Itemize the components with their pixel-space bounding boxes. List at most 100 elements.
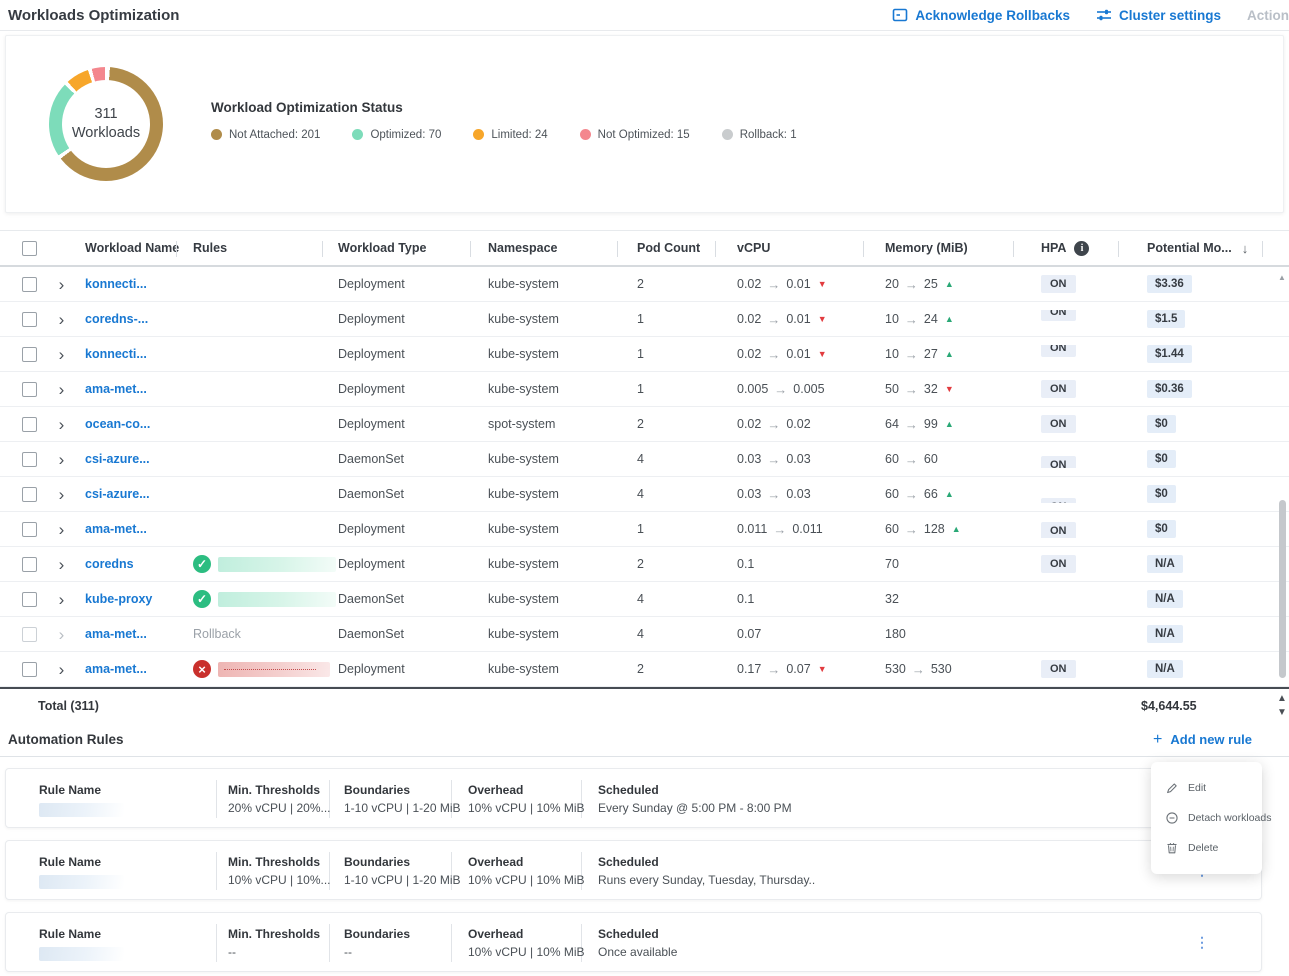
potential-cell: $1.44 <box>1140 345 1289 363</box>
workload-name-link[interactable]: coredns <box>85 557 134 571</box>
workload-name-link[interactable]: konnecti... <box>85 347 147 361</box>
scroll-top-arrow-icon[interactable]: ▲ <box>1278 273 1286 282</box>
col-memory[interactable]: Memory (MiB) <box>885 241 968 255</box>
rule-scheduled-block: Scheduled Every Sunday @ 5:00 PM - 8:00 P… <box>598 781 792 817</box>
row-checkbox[interactable] <box>22 311 37 327</box>
table-scrollbar[interactable]: ▲ ▲ ▼ <box>1277 271 1288 723</box>
hpa-info-icon[interactable]: i <box>1074 240 1090 256</box>
column-divider <box>1118 241 1119 257</box>
expand-chevron-icon[interactable]: › <box>58 345 65 363</box>
expand-chevron-icon[interactable]: › <box>58 380 65 398</box>
row-checkbox[interactable] <box>22 381 37 397</box>
workload-name-link[interactable]: ama-met... <box>85 627 147 641</box>
row-checkbox[interactable] <box>22 276 37 292</box>
potential-cell: $0 <box>1140 520 1289 538</box>
row-checkbox[interactable] <box>22 626 37 642</box>
menu-item-delete[interactable]: Delete <box>1151 833 1262 863</box>
potential-cell: N/A <box>1140 625 1289 643</box>
pod-count-cell: 2 <box>637 557 644 571</box>
add-new-rule-button[interactable]: + Add new rule <box>1153 731 1252 749</box>
scroll-up-button-icon[interactable]: ▲ <box>1277 693 1287 704</box>
rule-context-menu: Edit Detach workloads Delete <box>1151 762 1271 874</box>
row-checkbox[interactable] <box>22 521 37 537</box>
workload-name-link[interactable]: kube-proxy <box>85 592 153 606</box>
col-namespace[interactable]: Namespace <box>488 241 558 255</box>
workload-name-link[interactable]: ama-met... <box>85 662 147 676</box>
col-vcpu[interactable]: vCPU <box>737 241 771 255</box>
row-checkbox[interactable] <box>22 346 37 362</box>
expand-chevron-icon[interactable]: › <box>58 625 65 643</box>
namespace-cell: kube-system <box>488 522 559 536</box>
workload-name-link[interactable]: csi-azure... <box>85 452 150 466</box>
row-checkbox[interactable] <box>22 486 37 502</box>
arrow-right-icon: → <box>904 451 918 467</box>
menu-item-detach-workloads[interactable]: Detach workloads <box>1151 803 1271 833</box>
expand-chevron-icon[interactable]: › <box>58 415 65 433</box>
col-workload-type[interactable]: Workload Type <box>338 241 427 255</box>
arrow-right-icon: → <box>767 661 781 677</box>
rule-boundaries-label: Boundaries <box>344 783 411 797</box>
row-checkbox[interactable] <box>22 451 37 467</box>
select-all-checkbox[interactable] <box>22 240 37 256</box>
rule-boundaries-block: Boundaries 1-10 vCPU | 1-20 MiB <box>344 781 461 817</box>
row-checkbox[interactable] <box>22 591 37 607</box>
row-checkbox[interactable] <box>22 661 37 677</box>
memory-cell: 20 → 25 ▲ <box>885 277 1035 292</box>
scrollbar-thumb[interactable] <box>1279 500 1286 678</box>
expand-chevron-icon[interactable]: › <box>58 520 65 538</box>
workload-type-cell: Deployment <box>338 312 405 326</box>
legend-block: Workload Optimization Status Not Attache… <box>211 100 797 141</box>
expand-chevron-icon[interactable]: › <box>58 555 65 573</box>
metric-recommended: 60 <box>923 452 938 466</box>
card-column-divider <box>451 852 452 890</box>
col-rules[interactable]: Rules <box>193 241 228 255</box>
page-header: Workloads Optimization Acknowledge Rollb… <box>0 0 1289 31</box>
trend-up-icon: ▲ <box>944 419 954 429</box>
workload-name-link[interactable]: ama-met... <box>85 382 147 396</box>
legend-item: Not Attached: 201 <box>211 129 320 141</box>
vcpu-cell: 0.02 → 0.01 ▼ <box>737 312 885 327</box>
automation-rules-title: Automation Rules <box>8 732 124 747</box>
row-checkbox[interactable] <box>22 556 37 572</box>
rule-overhead-label: Overhead <box>468 927 524 941</box>
menu-item-edit[interactable]: Edit <box>1151 773 1262 803</box>
metric-current: 0.07 <box>737 627 762 641</box>
workload-name-link[interactable]: ama-met... <box>85 522 147 536</box>
trend-up-icon: ▲ <box>944 314 954 324</box>
hpa-on-badge: ON <box>1041 555 1076 573</box>
expand-chevron-icon[interactable]: › <box>58 450 65 468</box>
vcpu-cell: 0.02 → 0.01 ▼ <box>737 277 885 292</box>
expand-chevron-icon[interactable]: › <box>58 275 65 293</box>
header-checkbox-cell <box>0 240 38 256</box>
arrow-right-icon: → <box>773 521 787 537</box>
rule-min-thresholds-block: Min. Thresholds 20% vCPU | 20%... <box>228 781 331 817</box>
scroll-down-button-icon[interactable]: ▼ <box>1277 707 1287 718</box>
total-potential-value: $4,644.55 <box>1141 699 1197 713</box>
workload-name-link[interactable]: konnecti... <box>85 277 147 291</box>
col-pod-count[interactable]: Pod Count <box>637 241 701 255</box>
expand-chevron-icon[interactable]: › <box>58 660 65 678</box>
col-potential[interactable]: Potential Mo... ↓ <box>1140 241 1289 256</box>
actions-label: Action <box>1247 7 1289 23</box>
rule-boundaries-value: 1-10 vCPU | 1-20 MiB <box>344 873 461 887</box>
rule-menu-kebab-icon[interactable]: ⋮ <box>1195 934 1209 950</box>
rule-success-icon: ✓ <box>193 555 211 573</box>
add-new-rule-label: Add new rule <box>1170 732 1252 747</box>
expand-chevron-icon[interactable]: › <box>58 310 65 328</box>
trend-down-icon: ▼ <box>817 314 827 324</box>
workload-name-link[interactable]: csi-azure... <box>85 487 150 501</box>
acknowledge-rollbacks-button[interactable]: Acknowledge Rollbacks <box>892 7 1070 23</box>
expand-chevron-icon[interactable]: › <box>58 485 65 503</box>
col-workload-name[interactable]: Workload Name <box>85 241 180 255</box>
workload-name-link[interactable]: ocean-co... <box>85 417 151 431</box>
col-hpa[interactable]: HPA i <box>1035 240 1140 256</box>
sort-desc-icon[interactable]: ↓ <box>1241 240 1249 256</box>
cluster-settings-button[interactable]: Cluster settings <box>1096 7 1221 23</box>
row-checkbox[interactable] <box>22 416 37 432</box>
legend-dot <box>211 129 222 140</box>
actions-button[interactable]: Action <box>1247 8 1289 23</box>
workload-name-link[interactable]: coredns-... <box>85 312 149 326</box>
expand-chevron-icon[interactable]: › <box>58 590 65 608</box>
hpa-cell: ON <box>1035 450 1140 468</box>
metric-current: 0.02 <box>737 277 762 291</box>
